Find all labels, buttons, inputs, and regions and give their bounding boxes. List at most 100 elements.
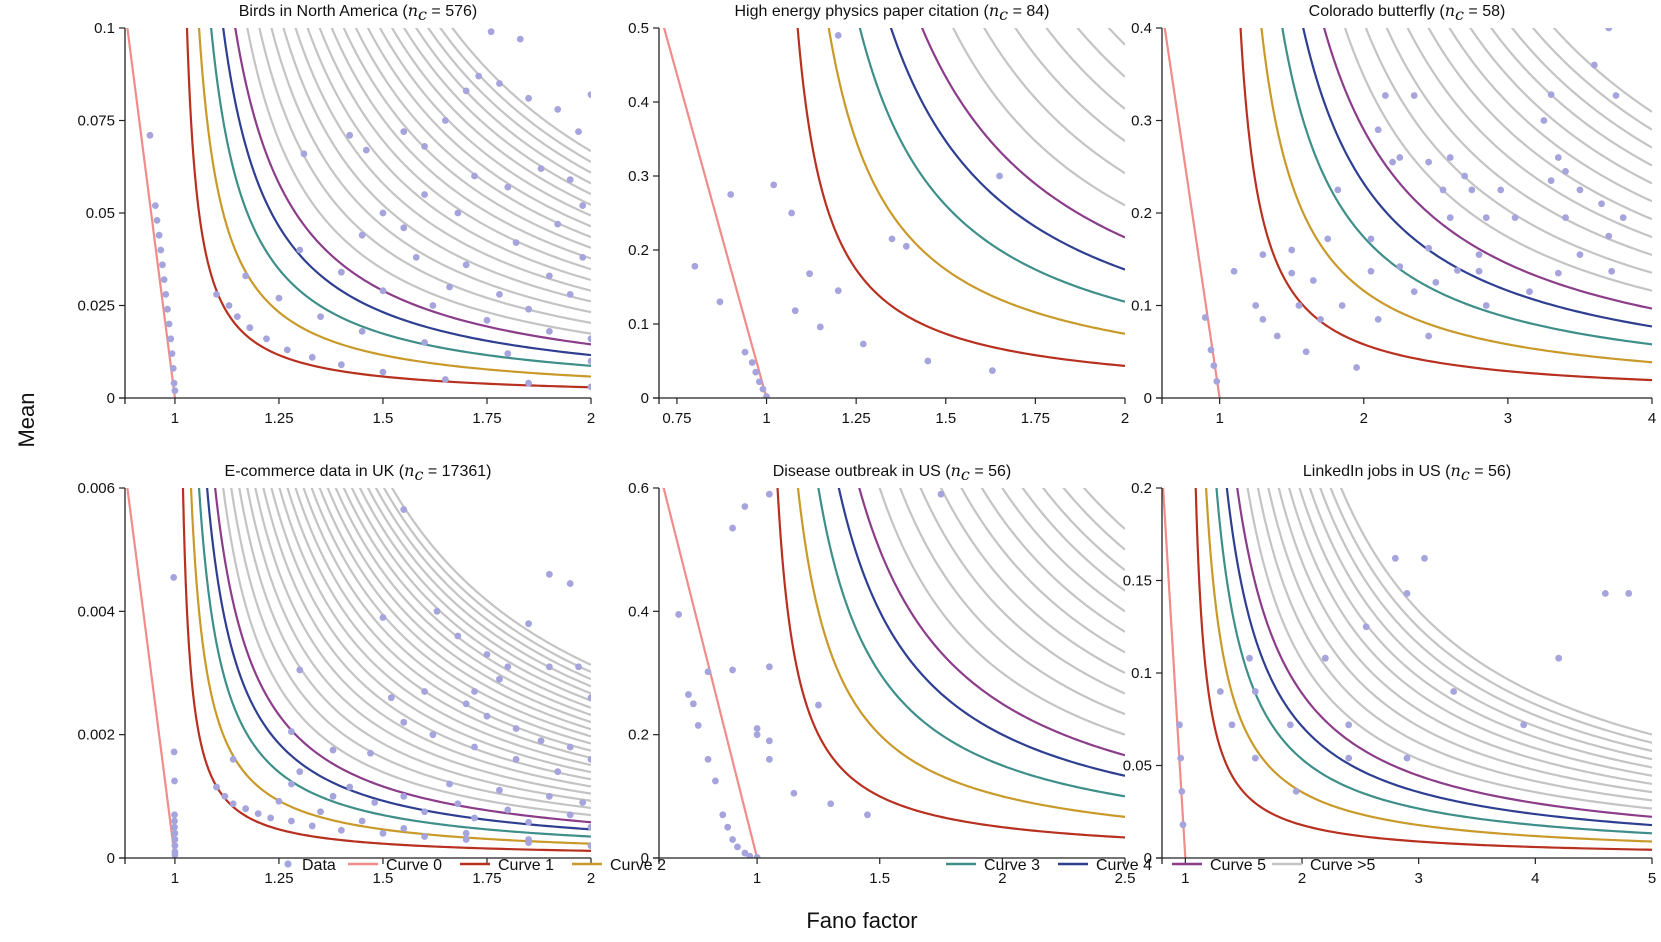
curve-line <box>1260 28 1652 364</box>
data-point <box>859 340 867 348</box>
data-point <box>400 506 408 513</box>
y-tick-label: 0.004 <box>77 603 115 620</box>
curve-line <box>366 488 591 688</box>
data-point <box>834 32 842 39</box>
curve-line <box>270 488 591 774</box>
x-tick-label: 1 <box>1215 410 1223 427</box>
data-point <box>1396 263 1404 271</box>
data-point <box>151 202 159 210</box>
data-point <box>1345 754 1353 762</box>
curves <box>662 28 1125 398</box>
x-tick-label: 5 <box>1648 870 1656 887</box>
data-point <box>691 262 699 270</box>
data-point <box>171 829 179 837</box>
curve-line <box>817 488 1125 798</box>
curve-line <box>222 28 591 357</box>
data-point <box>741 503 749 510</box>
curve-line <box>1343 28 1652 292</box>
curve-line <box>222 488 591 817</box>
curve-line <box>342 28 591 249</box>
data-point <box>1475 267 1483 275</box>
data-point <box>308 353 316 361</box>
data-point <box>296 666 304 674</box>
data-point <box>587 755 591 763</box>
data-point <box>1421 554 1428 562</box>
y-tick-label: 0.1 <box>1131 665 1152 682</box>
data-point <box>675 611 683 618</box>
data-point <box>1179 821 1187 829</box>
data-point <box>1526 288 1533 296</box>
curve-line <box>439 28 591 163</box>
curve-line <box>837 488 1125 777</box>
x-tick-label: 0.75 <box>662 410 691 427</box>
data-point <box>429 302 437 309</box>
y-tick-label: 0.3 <box>628 168 649 185</box>
data-point <box>1210 362 1218 370</box>
data-point <box>421 339 428 346</box>
data-point <box>1590 61 1598 69</box>
legend-label: Curve 0 <box>386 857 442 874</box>
curve-line <box>238 488 591 802</box>
data-point <box>1410 92 1418 99</box>
curve-line <box>827 28 1125 335</box>
chart-panel: 1 1.5 2 2.5 0 0.2 0.4 0.6 Disease outbreak in US… <box>628 461 1135 887</box>
curve-line <box>1339 488 1652 736</box>
curve-line <box>390 28 591 206</box>
data-point <box>566 743 574 751</box>
data-points <box>1201 28 1627 385</box>
data-point <box>1228 721 1236 729</box>
data-point <box>1403 590 1411 597</box>
y-tick-label: 0.002 <box>77 727 115 744</box>
data-point <box>263 335 270 343</box>
data-point <box>242 805 250 813</box>
data-point <box>748 359 756 366</box>
data-point <box>221 792 229 800</box>
data-point <box>421 688 428 695</box>
x-tick-label: 3 <box>1504 410 1512 427</box>
data-point <box>788 209 796 217</box>
data-point <box>246 324 254 332</box>
data-point <box>421 833 428 840</box>
data-point <box>1511 214 1519 222</box>
legend: Data Curve 0 Curve 1 Curve 2 Curve 3 Curve 4 C… <box>284 857 1375 874</box>
data-point <box>512 239 520 247</box>
data-point <box>504 663 512 671</box>
data-point <box>1439 186 1447 194</box>
curve-line <box>1163 28 1221 398</box>
data-point <box>441 117 449 124</box>
data-point <box>759 385 767 393</box>
data-point <box>575 128 582 136</box>
curve-line <box>197 28 591 378</box>
y-tick-label: 0 <box>1144 390 1152 407</box>
data-point <box>1252 302 1260 309</box>
data-point <box>1309 277 1317 284</box>
data-point <box>283 346 291 354</box>
curve-line <box>210 28 591 367</box>
curves <box>662 488 1125 858</box>
data-point <box>160 276 168 283</box>
chart-title: LinkedIn jobs in US (nc = 56) <box>1303 461 1511 484</box>
curve-line <box>920 28 1125 239</box>
curve-line <box>185 28 591 389</box>
data-point <box>387 694 395 702</box>
x-tick-label: 1.25 <box>264 870 293 887</box>
curve-line <box>282 28 591 303</box>
data-point <box>765 663 773 671</box>
x-axis-title: Fano factor <box>806 908 917 933</box>
data-point <box>525 379 532 387</box>
data-point <box>229 800 237 808</box>
y-axis-title: Mean <box>14 392 39 447</box>
data-point <box>753 853 761 858</box>
curve-line <box>1281 28 1652 346</box>
data-point <box>1374 315 1382 323</box>
y-tick-label: 0.2 <box>1131 205 1152 222</box>
data-point <box>525 818 532 826</box>
data-point <box>579 799 587 806</box>
y-tick-label: 0 <box>641 850 649 867</box>
data-point <box>1216 688 1224 695</box>
curve-line <box>390 488 591 666</box>
data-point <box>1389 158 1396 166</box>
data-point <box>471 172 478 180</box>
curve-line <box>326 488 591 724</box>
data-point <box>171 842 179 850</box>
